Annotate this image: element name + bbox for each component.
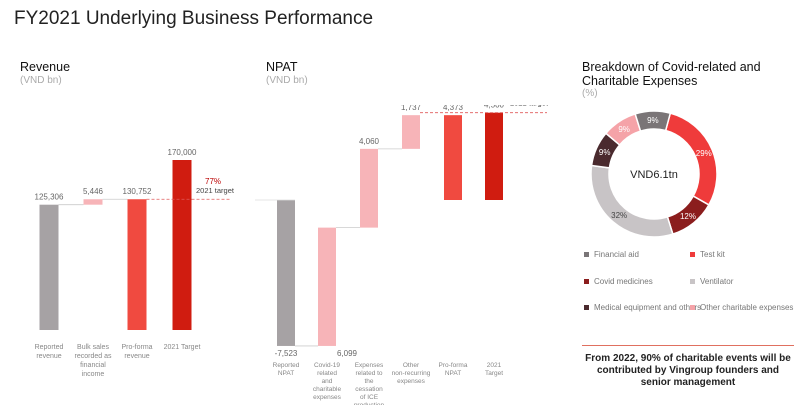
donut-slice — [664, 112, 718, 206]
legend-item-other-charitable: Other charitable expenses — [690, 303, 793, 312]
npat-bar — [485, 112, 503, 200]
npat-category-label: NPAT — [445, 370, 461, 377]
legend-label: Test kit — [700, 250, 725, 259]
npat-category-label: the — [364, 378, 373, 385]
revenue-value-label: 170,000 — [168, 148, 197, 157]
legend-swatch — [690, 279, 695, 285]
breakdown-legend: Financial aid Test kit Covid medicines V… — [584, 250, 794, 320]
npat-title: NPAT — [266, 60, 298, 74]
donut-slice-label: 32% — [611, 211, 627, 220]
revenue-category-label: revenue — [124, 353, 149, 360]
npat-value-label: 6,099 — [337, 349, 358, 358]
npat-category-label: non-recurring — [392, 370, 431, 377]
npat-value-label: 4,060 — [359, 137, 380, 146]
npat-category-label: charitable — [313, 386, 342, 393]
npat-category-label: Covid-19 — [314, 362, 340, 369]
revenue-chart: 125,306 5,446 130,752 170,000 77%2021 target… — [35, 148, 235, 378]
revenue-target-pct: 77% — [205, 177, 221, 186]
revenue-category-label: Reported — [35, 344, 64, 351]
legend-label: Medical equipment and others — [594, 303, 702, 312]
npat-category-label: of ICE — [360, 394, 379, 401]
legend-item-test-kit: Test kit — [690, 250, 725, 259]
revenue-bar — [127, 199, 147, 330]
npat-value-label: 1,737 — [401, 105, 422, 112]
npat-category-label: related — [317, 370, 337, 377]
legend-label: Covid medicines — [594, 277, 653, 286]
npat-bar — [444, 115, 462, 200]
revenue-title: Revenue — [20, 60, 71, 74]
npat-value-label: 4,373 — [443, 105, 464, 112]
revenue-bar — [83, 199, 103, 205]
donut-center-label: VND6.1tn — [630, 169, 678, 181]
npat-unit: (VND bn) — [266, 75, 308, 86]
npat-category-label: NPAT — [278, 370, 294, 377]
legend-label: Other charitable expenses — [700, 303, 794, 312]
legend-swatch — [690, 252, 695, 258]
revenue-category-label: recorded as — [75, 353, 112, 360]
npat-value-label: -7,523 — [275, 349, 298, 358]
npat-category-label: expenses — [397, 378, 426, 385]
revenue-category-label: 2021 Target — [164, 344, 201, 351]
donut-slice-label: 12% — [680, 212, 696, 221]
legend-item-ventilator: Ventilator — [690, 277, 733, 286]
breakdown-title: Breakdown of Covid-related and Charitabl… — [582, 60, 761, 88]
revenue-value-label: 5,446 — [83, 187, 104, 196]
charity-note: From 2022, 90% of charitable events will… — [585, 353, 791, 388]
npat-category-label: 2021 — [487, 362, 502, 369]
npat-bar — [360, 148, 378, 228]
legend-label: Ventilator — [700, 277, 734, 286]
npat-category-label: Pro-forma — [439, 362, 468, 369]
revenue-category-label: Bulk sales — [77, 344, 109, 351]
donut-slice-label: 9% — [599, 148, 611, 157]
npat-category-label: and — [322, 378, 333, 385]
legend-item-covid-medicines: Covid medicines — [584, 277, 653, 286]
revenue-bar — [172, 160, 192, 330]
npat-category-label: Target — [485, 370, 503, 377]
legend-swatch — [690, 305, 695, 311]
breakdown-donut-chart: 29% 12% 32% 9% 9% 9% VND6.1tn — [590, 110, 718, 238]
npat-category-label: cessation — [355, 386, 383, 393]
revenue-value-label: 130,752 — [123, 187, 152, 196]
note-divider — [582, 345, 794, 346]
npat-category-label: related to — [355, 370, 382, 377]
legend-swatch — [584, 252, 589, 258]
npat-category-label: production — [354, 402, 385, 405]
breakdown-unit: (%) — [582, 88, 598, 99]
npat-category-label: Other — [403, 362, 420, 369]
npat-target-label: 2021 target — [510, 105, 549, 108]
donut-slice-label: 29% — [696, 149, 712, 158]
revenue-unit: (VND bn) — [20, 75, 62, 86]
legend-swatch — [584, 279, 589, 285]
npat-bar — [318, 227, 336, 346]
donut-slice-label: 9% — [647, 116, 659, 125]
legend-item-financial-aid: Financial aid — [584, 250, 639, 259]
donut-slice — [634, 110, 672, 132]
legend-label: Financial aid — [594, 250, 639, 259]
npat-category-label: Expenses — [355, 362, 384, 369]
revenue-category-label: revenue — [36, 353, 61, 360]
revenue-target-label: 2021 target — [196, 186, 235, 195]
revenue-category-label: financial — [80, 362, 106, 369]
npat-bar — [277, 200, 295, 346]
legend-item-medical-equipment: Medical equipment and others — [584, 303, 701, 312]
npat-category-label: expenses — [313, 394, 342, 401]
revenue-category-label: Pro-forma — [121, 344, 152, 351]
npat-bar — [402, 115, 420, 149]
npat-value-label: 4,500 — [484, 105, 505, 110]
npat-category-label: Reported — [273, 362, 300, 369]
legend-swatch — [584, 305, 589, 311]
revenue-bar — [39, 204, 59, 330]
revenue-category-label: income — [82, 371, 105, 378]
page-title: FY2021 Underlying Business Performance — [14, 8, 374, 29]
revenue-value-label: 125,306 — [35, 193, 64, 202]
donut-slice-label: 9% — [618, 125, 630, 134]
